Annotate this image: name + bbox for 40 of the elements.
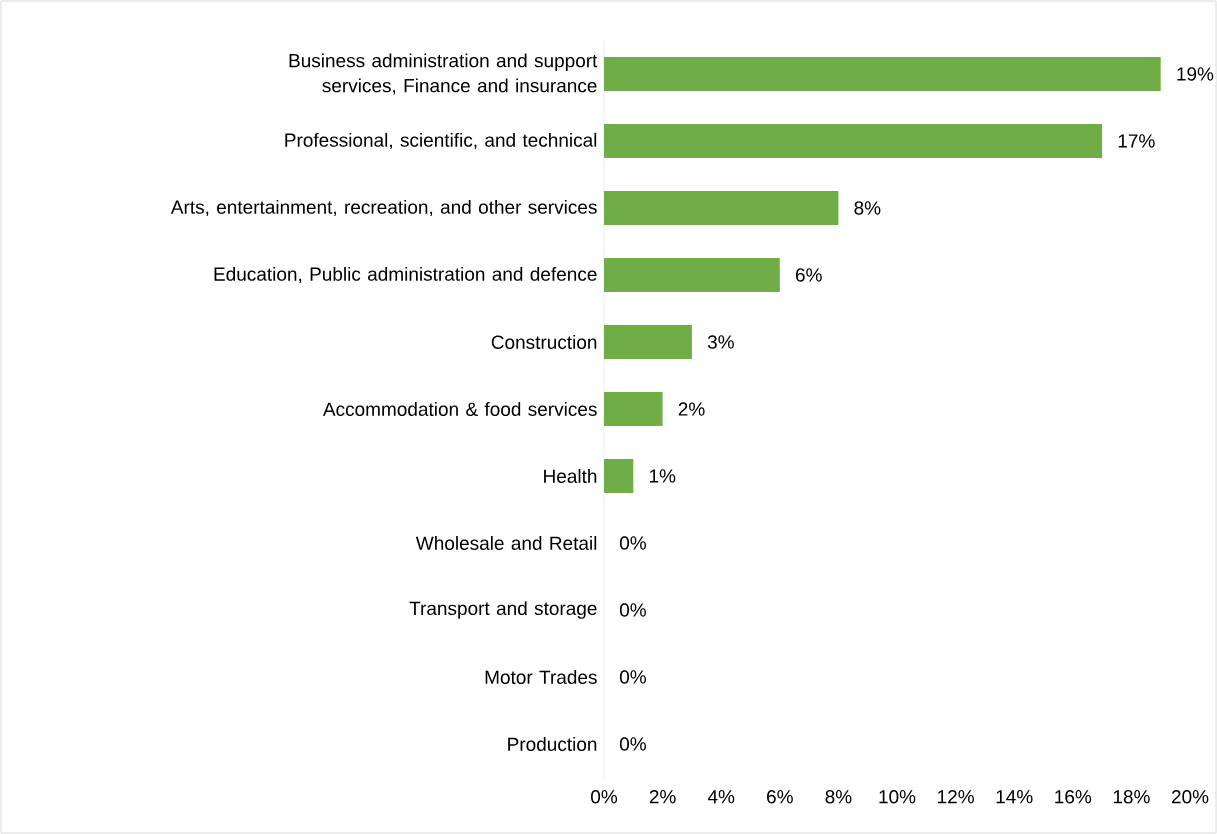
- bar: [604, 56, 1161, 91]
- x-tick-label: 18%: [1113, 790, 1150, 804]
- bar: [604, 257, 780, 292]
- y-tick-label: Health: [544, 469, 597, 483]
- x-tick-label: 8%: [825, 790, 852, 804]
- data-label: 0%: [619, 670, 646, 684]
- data-label: 0%: [619, 536, 646, 550]
- y-tick-label: Wholesale and Retail: [415, 536, 597, 550]
- x-tick-label: 20%: [1171, 790, 1209, 804]
- y-tick-label: Education, Public administration and defence: [214, 266, 597, 284]
- x-tick-label: 10%: [879, 790, 916, 804]
- data-label: 1%: [649, 469, 676, 483]
- y-tick-label: Construction: [491, 335, 597, 349]
- x-tick-label: 4%: [707, 790, 735, 804]
- y-tick-label: Arts, entertainment, recreation, and other services: [170, 199, 597, 217]
- data-label: 2%: [678, 402, 705, 416]
- data-label: 17%: [1118, 134, 1155, 148]
- bar: [604, 458, 634, 493]
- data-label: 19%: [1177, 67, 1214, 81]
- bar: [604, 190, 839, 225]
- x-tick-label: 6%: [767, 790, 793, 804]
- y-tick-label: Accommodation & food services: [322, 402, 597, 416]
- data-label: 8%: [854, 201, 881, 215]
- y-tick-label: Professional, scientific, and technical: [285, 132, 597, 150]
- x-tick-label: 0%: [591, 790, 618, 804]
- y-tick-label: Production: [508, 737, 597, 751]
- x-tick-label: 12%: [938, 790, 974, 804]
- bar: [604, 324, 692, 359]
- y-tick-label: Transport and storage: [409, 601, 597, 619]
- x-tick-label: 2%: [649, 790, 676, 804]
- data-label: 0%: [619, 603, 646, 617]
- y-tick-label: Business administration and support services, Finance and insurance: [289, 53, 598, 95]
- data-label: 3%: [707, 335, 734, 349]
- x-tick-label: 16%: [1055, 790, 1092, 804]
- x-tick-label: 14%: [996, 790, 1033, 804]
- bar: [604, 391, 663, 426]
- bar: [604, 123, 1103, 158]
- y-tick-label: Motor Trades: [485, 670, 597, 684]
- data-label: 0%: [619, 737, 646, 751]
- data-label: 6%: [795, 268, 822, 282]
